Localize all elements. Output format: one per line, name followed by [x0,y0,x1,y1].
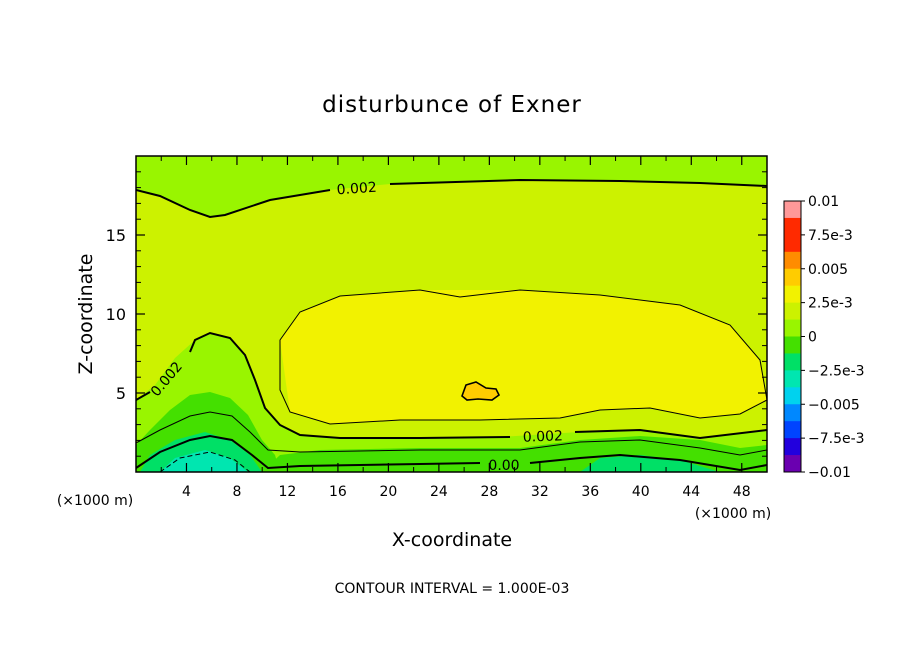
colorbar-label: −0.005 [808,397,860,413]
contour-line-dashed [159,451,251,472]
contour-label-top: 0.002 [336,180,377,199]
colorbar-swatch [784,370,801,388]
x-tick-label: 4 [182,484,191,500]
contour-label-bottom: 0.00 [488,458,519,474]
plot-area: 0.002 0.002 0.002 0.00 4 8 12 16 20 24 28 32 36 4… [106,155,768,500]
colorbar-label: 0.005 [808,262,848,278]
contour-label-right: 0.002 [523,428,564,445]
colorbar-swatch [784,285,801,304]
colorbar-label: −0.01 [808,465,851,481]
colorbar-swatch [784,438,801,456]
colorbar-swatch [784,302,801,321]
contour-line-lower-2 [136,434,767,472]
x-unit-left: (×1000 m) [57,493,133,509]
colorbar-label: 0 [808,330,817,346]
colorbar-label: 0.01 [808,194,839,210]
y-tick-label: 5 [116,384,126,403]
colorbar-swatches [784,201,801,473]
x-unit-right: (×1000 m) [695,506,771,522]
x-tick-label: 36 [581,484,599,500]
x-tick-label: 24 [430,484,448,500]
x-tick-label: 40 [632,484,650,500]
contour-line-top [136,178,767,219]
field-0004-region-right [640,380,695,404]
field-0004-region [300,348,590,412]
colorbar-swatch [784,455,801,473]
colorbar-label: −7.5e-3 [808,431,865,447]
chart-title: disturbunce of Exner [322,92,582,118]
x-tick-label: 32 [531,484,549,500]
colorbar-swatch [784,251,801,270]
x-tick-label: 48 [733,484,751,500]
contour-line-0002-left [136,331,767,440]
colorbar-swatch [784,336,801,354]
filled-contours [136,156,767,472]
x-tick-label: 16 [329,484,347,500]
colorbar-label: 7.5e-3 [808,228,853,244]
colorbar-label: 2.5e-3 [808,296,853,312]
x-axis-title: X-coordinate [392,529,512,551]
contour-interval-note: CONTOUR INTERVAL = 1.000E-03 [335,581,570,597]
field-bottom-right [580,455,720,472]
y-tick-label: 10 [106,305,126,324]
colorbar-label: −2.5e-3 [808,363,865,379]
colorbar-swatch [784,319,801,337]
colorbar-swatch [784,234,801,253]
y-axis-title: Z-coordinate [75,254,97,375]
x-tick-label: 44 [682,484,700,500]
contour-line-lower-1 [136,411,767,456]
x-tick-label: 20 [379,484,397,500]
colorbar-labels: 0.01 7.5e-3 0.005 2.5e-3 0 −2.5e-3 −0.005 −7.5e… [801,194,865,481]
colorbar-swatch [784,201,801,219]
y-tick-label: 15 [106,226,126,245]
contour-lines [136,178,767,472]
colorbar-swatch [784,421,801,439]
colorbar-swatch [784,217,801,236]
field-lower-left-core [160,450,248,472]
colorbar-swatch [784,387,801,405]
field-upper-band [136,156,767,217]
colorbar-swatch [784,404,801,422]
field-0005-blob [461,381,501,401]
x-tick-label: 28 [480,484,498,500]
colorbar-swatch [784,268,801,287]
contour-line-mid [279,289,767,425]
x-tick-label: 12 [279,484,297,500]
colorbar: 0.01 7.5e-3 0.005 2.5e-3 0 −2.5e-3 −0.005 −7.5e… [783,194,865,481]
x-tick-label: 8 [232,484,241,500]
colorbar-swatch [784,353,801,371]
